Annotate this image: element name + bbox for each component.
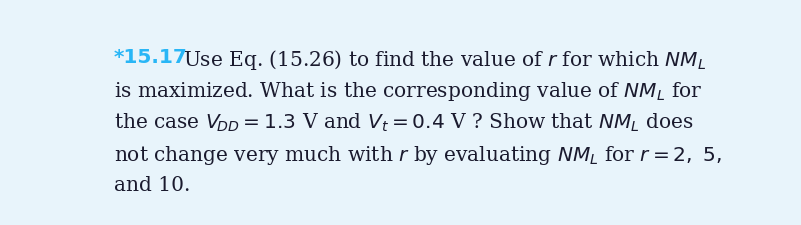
Text: Use Eq. (15.26) to find the value of $r$ for which $\mathit{NM}_L$: Use Eq. (15.26) to find the value of $r$… xyxy=(183,48,706,72)
Text: not change very much with $r$ by evaluating $\mathit{NM}_L$ for $r = 2,\ 5,$: not change very much with $r$ by evaluat… xyxy=(114,144,722,167)
Text: is maximized. What is the corresponding value of $\mathit{NM}_L$ for: is maximized. What is the corresponding … xyxy=(114,80,702,103)
Text: and 10.: and 10. xyxy=(114,176,190,195)
Text: the case $V_{\!\mathit{DD}} = 1.3$ V and $V_t = 0.4$ V ? Show that $\mathit{NM}_: the case $V_{\!\mathit{DD}} = 1.3$ V and… xyxy=(114,112,694,134)
Text: *15.17: *15.17 xyxy=(114,48,187,67)
